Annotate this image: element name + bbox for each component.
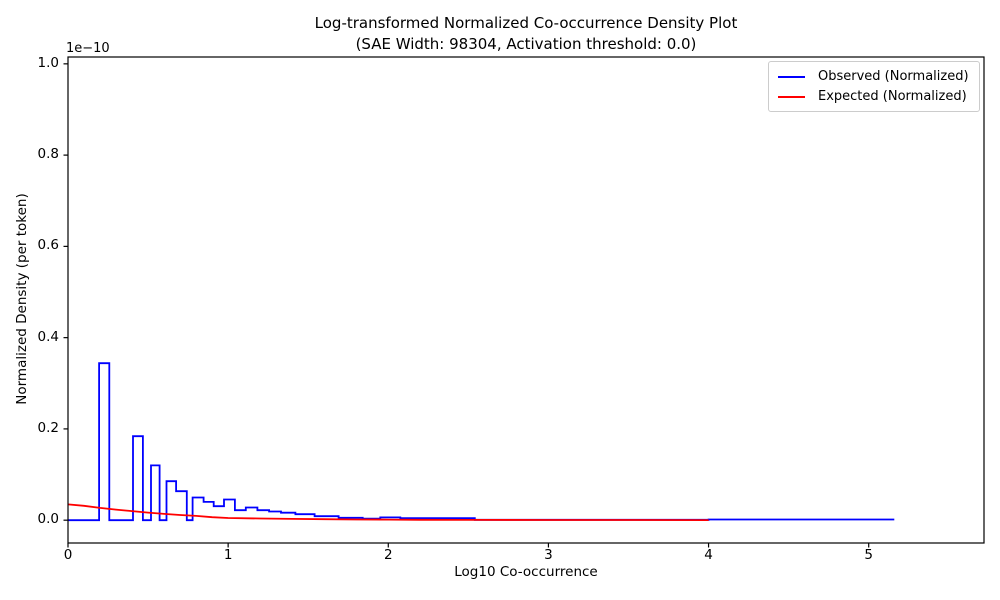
y-axis-offset-label: 1e−10 <box>66 41 110 56</box>
chart-title: Log-transformed Normalized Co-occurrence… <box>314 14 738 32</box>
y-tick-label: 0.8 <box>37 146 59 163</box>
expected-line-swatch <box>778 95 805 98</box>
legend: Observed (Normalized) Expected (Normaliz… <box>768 61 980 112</box>
legend-entry-expected: Expected (Normalized) <box>778 89 979 104</box>
y-tick-label: 0.2 <box>37 419 59 436</box>
y-tick-label: 1.0 <box>37 54 59 71</box>
legend-entry-observed: Observed (Normalized) <box>778 69 979 84</box>
x-tick-label: 1 <box>223 547 233 563</box>
x-axis-label: Log10 Co-occurrence <box>454 564 598 580</box>
observed-line <box>68 362 895 522</box>
legend-label-expected: Expected (Normalized) <box>818 89 967 104</box>
expected-line <box>67 503 709 521</box>
x-tick-label: 5 <box>864 547 873 563</box>
x-tick-label: 2 <box>383 547 393 563</box>
axes-frame <box>67 56 985 544</box>
y-tick-label: 0.4 <box>37 328 59 345</box>
observed-line-swatch <box>778 75 805 78</box>
x-tick-label: 0 <box>63 547 73 563</box>
y-tick-label: 0.6 <box>37 237 59 254</box>
x-tick-label: 3 <box>544 547 553 563</box>
chart-subtitle: (SAE Width: 98304, Activation threshold:… <box>355 35 697 53</box>
y-tick-label: 0.0 <box>37 511 59 528</box>
legend-label-observed: Observed (Normalized) <box>818 69 969 84</box>
x-tick-label: 4 <box>704 547 713 563</box>
y-axis-label: Normalized Density (per token) <box>14 193 30 405</box>
